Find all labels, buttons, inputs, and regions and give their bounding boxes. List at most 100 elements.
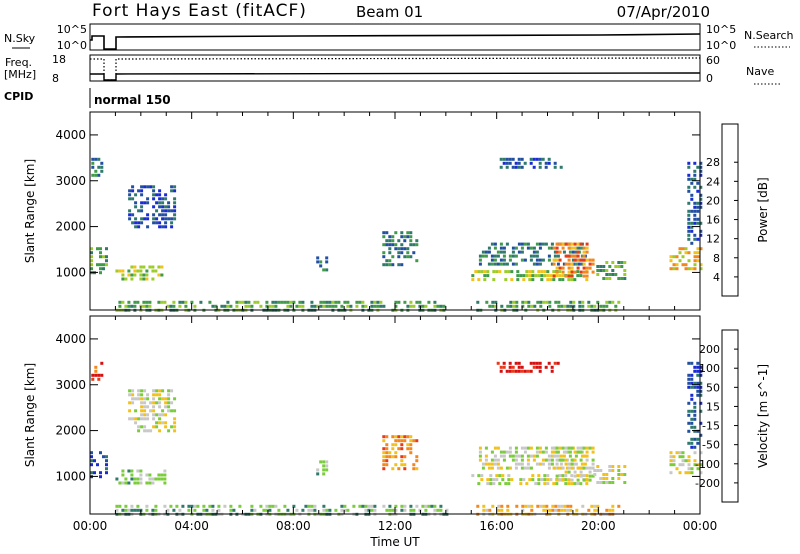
data-cell xyxy=(699,185,703,189)
data-cell xyxy=(538,361,542,365)
data-cell xyxy=(388,239,392,243)
data-cell xyxy=(155,221,159,225)
data-cell xyxy=(681,263,685,267)
data-cell xyxy=(145,300,149,304)
data-cell xyxy=(382,447,386,451)
data-cell xyxy=(525,270,529,274)
data-cell xyxy=(90,259,93,263)
data-cell xyxy=(585,246,589,250)
data-cell xyxy=(409,508,413,512)
data-cell xyxy=(596,465,600,468)
data-cell xyxy=(418,300,422,304)
data-cell xyxy=(693,409,697,413)
data-cell xyxy=(274,300,278,304)
data-cell xyxy=(436,508,440,512)
data-cell xyxy=(134,225,138,229)
x-tick-label: 16:00 xyxy=(479,519,514,533)
data-cell xyxy=(164,221,168,225)
data-cell xyxy=(538,446,542,450)
data-cell xyxy=(567,266,571,270)
data-cell xyxy=(693,169,697,173)
data-cell xyxy=(415,467,419,471)
data-cell xyxy=(97,377,101,381)
data-cell xyxy=(494,300,498,304)
data-cell xyxy=(382,467,386,471)
data-cell xyxy=(507,270,511,274)
nsearch-tick-top: 10^5 xyxy=(706,23,736,36)
data-cell xyxy=(687,467,691,471)
data-cell xyxy=(690,197,694,201)
data-cell xyxy=(564,274,568,278)
data-cell xyxy=(167,393,171,397)
data-cell xyxy=(684,263,688,267)
data-cell xyxy=(687,381,691,385)
data-cell xyxy=(558,446,562,450)
data-cell xyxy=(394,455,398,459)
data-cell xyxy=(262,508,266,512)
data-cell xyxy=(690,425,694,429)
data-cell xyxy=(277,300,281,304)
data-cell xyxy=(489,478,493,482)
data-cell xyxy=(313,304,317,308)
data-cell xyxy=(310,508,314,512)
data-cell xyxy=(699,193,703,197)
data-cell xyxy=(173,189,177,193)
data-cell xyxy=(569,508,573,512)
data-cell xyxy=(131,393,135,397)
data-cell xyxy=(614,304,618,308)
data-cell xyxy=(514,466,518,470)
data-cell xyxy=(509,304,513,308)
data-cell xyxy=(693,263,697,267)
data-cell xyxy=(502,450,506,454)
data-cell xyxy=(140,189,144,193)
data-cell xyxy=(91,165,95,169)
x-tick-label: 04:00 xyxy=(174,519,209,533)
data-cell xyxy=(145,269,149,273)
data-cell xyxy=(124,304,128,308)
data-cell xyxy=(696,217,700,221)
data-cell xyxy=(582,266,586,270)
data-cell xyxy=(495,270,499,274)
data-cell xyxy=(693,259,697,263)
data-cell xyxy=(304,504,308,508)
data-cell xyxy=(364,304,368,308)
data-cell xyxy=(530,504,534,508)
nsky-tick-top: 10^5 xyxy=(57,23,87,36)
data-cell xyxy=(394,439,398,443)
data-cell xyxy=(158,393,162,397)
data-cell xyxy=(511,165,515,169)
data-cell xyxy=(485,508,489,512)
data-cell xyxy=(696,467,700,471)
data-cell xyxy=(478,454,482,458)
data-cell xyxy=(490,458,494,462)
data-cell xyxy=(146,429,150,433)
data-cell xyxy=(140,209,144,213)
data-cell xyxy=(403,508,407,512)
data-cell xyxy=(140,425,144,429)
data-cell xyxy=(121,273,125,277)
data-cell xyxy=(131,189,135,193)
data-cell xyxy=(529,361,533,365)
data-cell xyxy=(579,474,583,478)
data-cell xyxy=(576,450,580,454)
data-cell xyxy=(564,450,568,454)
data-cell xyxy=(477,270,481,274)
data-cell xyxy=(256,300,260,304)
data-cell xyxy=(699,201,703,205)
data-cell xyxy=(490,450,494,454)
data-cell xyxy=(608,273,612,276)
data-cell xyxy=(155,389,159,393)
data-cell xyxy=(127,273,131,277)
data-cell xyxy=(539,504,543,508)
data-cell xyxy=(133,269,137,273)
nsearch-tick-bottom: 10^0 xyxy=(706,39,736,52)
data-cell xyxy=(385,455,389,459)
data-cell xyxy=(385,443,389,447)
data-cell xyxy=(693,255,697,259)
data-cell xyxy=(681,451,685,455)
data-cell xyxy=(164,213,168,217)
data-cell xyxy=(154,477,158,481)
data-cell xyxy=(145,304,149,308)
data-cell xyxy=(541,157,545,161)
